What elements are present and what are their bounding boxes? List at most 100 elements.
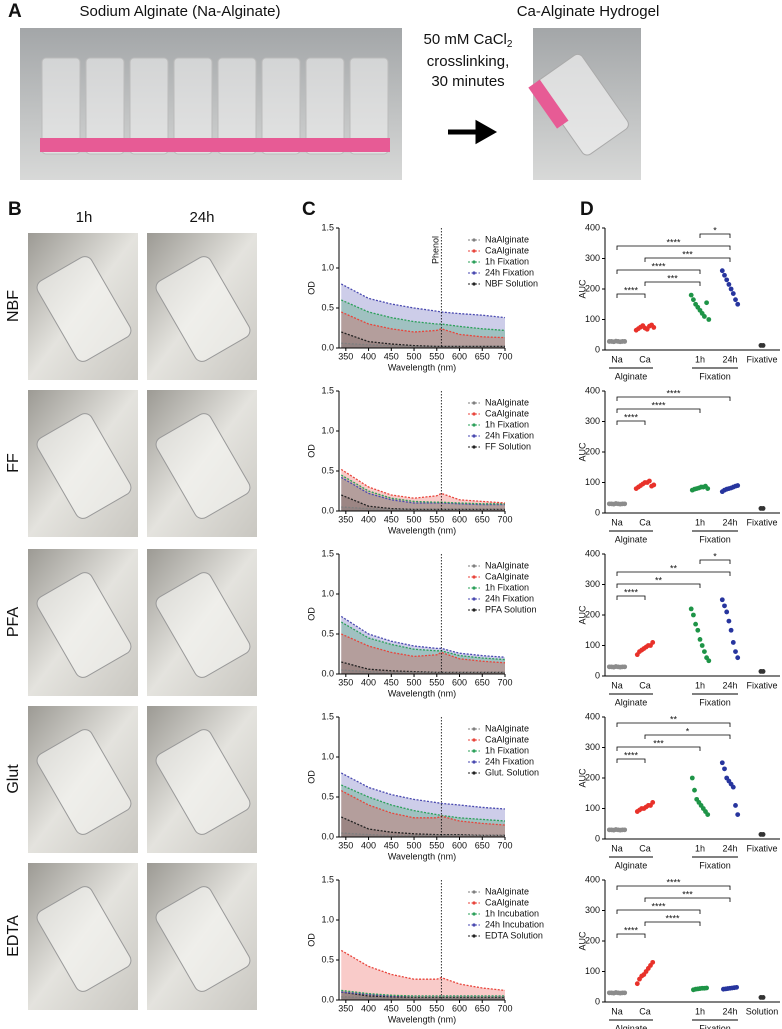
legend-label: NaAlginate	[485, 886, 529, 896]
y-tick-label: 100	[585, 803, 600, 813]
legend-dot	[472, 934, 476, 938]
y-tick-label: 0.5	[321, 954, 334, 964]
point	[730, 784, 736, 790]
y-axis-label: OD	[306, 933, 316, 947]
panel-title: Sodium Alginate (Na-Alginate)	[80, 3, 281, 20]
point	[688, 292, 694, 298]
significance-label: ****	[624, 412, 639, 422]
panel-label: A	[8, 1, 22, 22]
point	[730, 640, 736, 645]
area	[341, 773, 505, 837]
series-line	[341, 832, 505, 837]
x-tick-label: 1h	[695, 680, 705, 690]
point	[650, 640, 656, 645]
y-tick-label: 0.0	[321, 505, 334, 515]
series-line	[341, 996, 505, 1000]
y-tick-label: 1.5	[321, 548, 334, 558]
legend-label: CaAlginate	[485, 408, 529, 418]
x-axis-label: Wavelength (nm)	[388, 1014, 456, 1024]
series-line	[340, 283, 506, 319]
significance-bracket	[616, 885, 731, 890]
point	[724, 609, 730, 615]
x-tick-label: 600	[452, 351, 467, 361]
y-tick-label: 0	[595, 344, 600, 354]
point	[650, 959, 656, 965]
point	[719, 268, 725, 274]
x-tick-label: 550	[429, 677, 444, 687]
series-line	[341, 633, 506, 664]
point	[760, 506, 766, 511]
legend-label: 24h Fixation	[485, 593, 534, 603]
point	[704, 985, 709, 991]
point	[702, 649, 707, 654]
significance-label: ****	[666, 877, 681, 887]
x-tick-label: 450	[384, 677, 399, 687]
point	[760, 995, 766, 1000]
x-tick-label: Na	[611, 680, 623, 690]
legend-dot	[472, 238, 476, 242]
significance-label: ****	[651, 901, 666, 911]
point	[688, 606, 694, 612]
x-tick-label: 1h	[695, 843, 705, 853]
series-line	[341, 991, 505, 999]
x-tick-label: 700	[497, 514, 512, 524]
legend-dot	[472, 608, 476, 612]
x-tick-label: 350	[338, 514, 353, 524]
legend-label: 1h Fixation	[485, 419, 529, 429]
x-tick-label: Na	[611, 1006, 623, 1016]
legend-label: 1h Fixation	[485, 256, 529, 266]
legend-dot	[472, 760, 476, 764]
significance-bracket	[699, 233, 731, 238]
group-label: Alginate	[615, 371, 648, 381]
point	[722, 766, 727, 772]
x-tick-label: Fixative	[746, 680, 777, 690]
series-line	[341, 816, 505, 837]
y-tick-label: 100	[585, 966, 600, 976]
significance-label: ****	[666, 388, 681, 398]
x-tick-label: Na	[611, 517, 623, 527]
x-tick-label: 700	[497, 677, 512, 687]
legend-label: 24h Incubation	[485, 919, 544, 929]
significance-bracket	[616, 420, 646, 425]
x-tick-label: 450	[384, 1003, 399, 1013]
arrow-text-sub: 2	[507, 39, 513, 50]
point	[735, 483, 741, 488]
vial	[36, 572, 132, 678]
point	[691, 612, 696, 618]
series-line	[341, 299, 506, 332]
point	[650, 800, 656, 805]
y-tick-label: 400	[585, 222, 600, 232]
x-tick-label: 600	[452, 840, 467, 850]
significance-label: ***	[653, 738, 664, 748]
point	[622, 664, 628, 670]
y-tick-label: 1.5	[321, 874, 334, 884]
legend-dot	[472, 423, 476, 427]
series-line	[340, 790, 506, 826]
row-label: PFA	[5, 607, 22, 638]
area	[341, 785, 505, 837]
significance-bracket	[616, 408, 701, 413]
point	[735, 812, 741, 817]
x-tick-label: 24h	[722, 354, 737, 364]
series-line	[341, 311, 506, 339]
area	[341, 950, 505, 1000]
legend-dot	[472, 771, 476, 775]
x-tick-label: 650	[475, 677, 490, 687]
legend-label: 1h Fixation	[485, 745, 529, 755]
legend-label: NaAlginate	[485, 234, 529, 244]
x-tick-label: 700	[497, 1003, 512, 1013]
significance-label: ****	[624, 925, 639, 935]
significance-bracket	[644, 257, 731, 262]
y-tick-label: 1.0	[321, 914, 334, 924]
legend-dot	[472, 445, 476, 449]
area	[341, 312, 505, 348]
x-axis-label: Wavelength (nm)	[388, 688, 456, 698]
x-tick-label: 700	[497, 840, 512, 850]
x-tick-label: 400	[361, 1003, 376, 1013]
legend-dot	[472, 249, 476, 253]
y-tick-label: 200	[585, 935, 600, 945]
y-tick-label: 200	[585, 772, 600, 782]
significance-label: ****	[624, 587, 639, 597]
group-label: Alginate	[615, 697, 648, 707]
row-label: NBF	[5, 290, 22, 322]
